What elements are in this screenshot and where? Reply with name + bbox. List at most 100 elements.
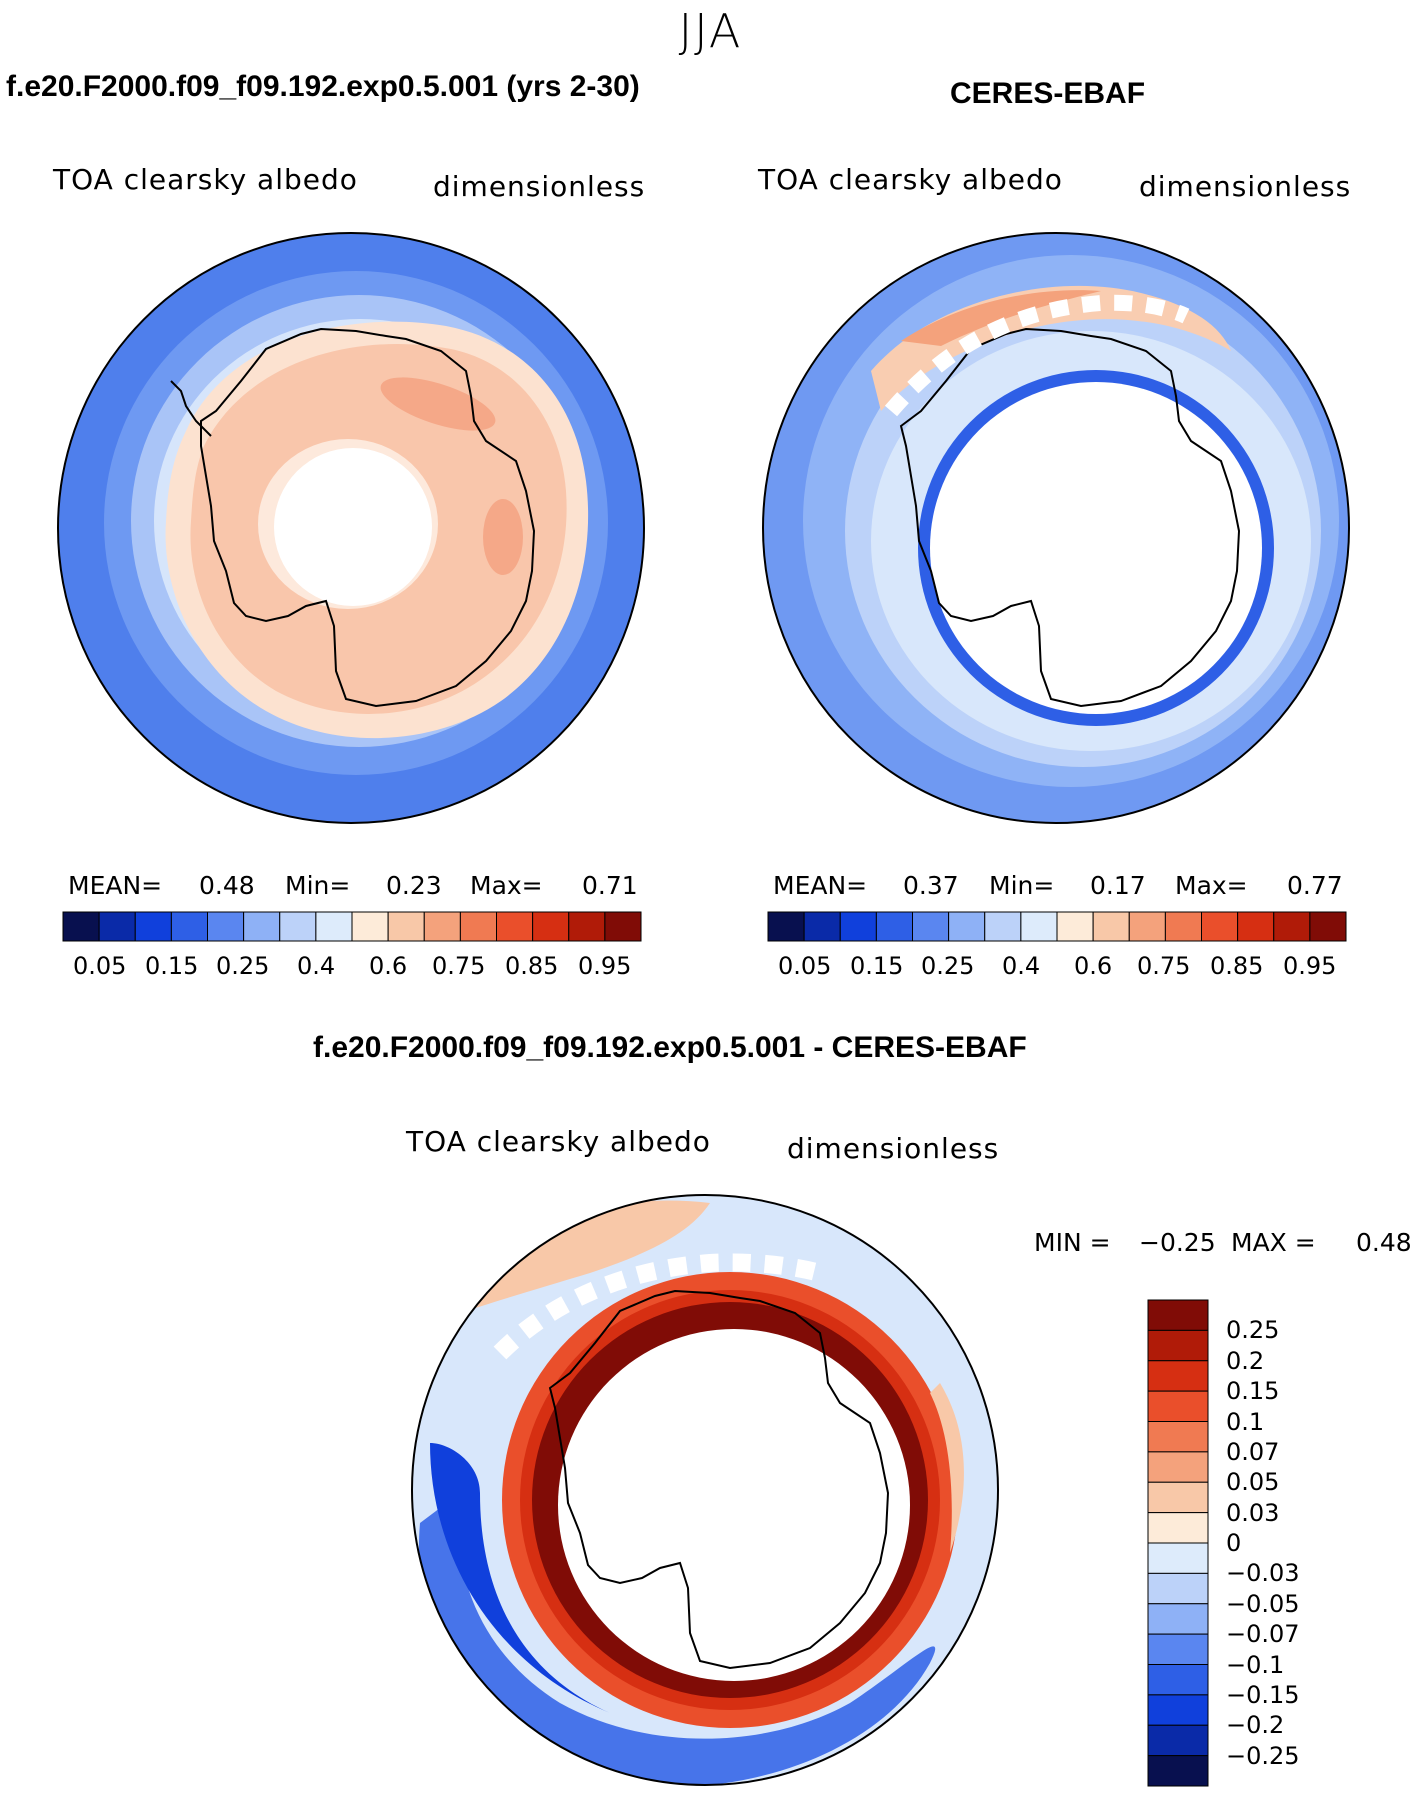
panel-diff-units: dimensionless — [787, 1132, 1000, 1165]
panel-obs-min: 0.17 — [1090, 871, 1146, 900]
peninsula-coast — [170, 380, 212, 437]
panel-model-tick: 0.15 — [145, 952, 199, 980]
panel-model-max: 0.71 — [582, 871, 638, 900]
colorbar-swatch — [1147, 1664, 1209, 1696]
colorbar-swatch — [1147, 1542, 1209, 1574]
colorbar-swatch — [1147, 1329, 1209, 1362]
colorbar-level-label: 0.25 — [1226, 1316, 1280, 1345]
panel-model-tick: 0.05 — [73, 952, 127, 980]
colorbar-level-label: −0.15 — [1226, 1680, 1300, 1709]
coastline — [899, 327, 1241, 708]
colorbar-swatch — [1147, 1299, 1209, 1331]
colorbar-swatch — [1147, 1603, 1209, 1635]
colorbar-level-label: 0.03 — [1226, 1498, 1280, 1527]
panel-model-tick: 0.25 — [216, 952, 270, 980]
panel-obs-max-label: Max= — [1175, 871, 1248, 900]
panel-model-variable: TOA clearsky albedo — [53, 163, 358, 196]
polar-night-mask — [558, 1329, 910, 1681]
panel-obs-tick: 0.15 — [850, 952, 904, 980]
colorbar-swatch — [1147, 1390, 1209, 1423]
colorbar-swatch — [207, 911, 245, 942]
colorbar-level-label: −0.07 — [1226, 1620, 1300, 1649]
colorbar-level-label: 0.2 — [1226, 1346, 1265, 1375]
panel-model-tick: 0.85 — [505, 952, 559, 980]
colorbar-level-label: −0.25 — [1226, 1741, 1300, 1770]
panel-obs-tick: 0.85 — [1210, 952, 1264, 980]
colorbar-swatch — [1092, 911, 1130, 942]
colorbar-swatch — [1147, 1755, 1209, 1787]
high-albedo-patch-2 — [483, 499, 523, 575]
panel-obs-units: dimensionless — [1139, 170, 1352, 203]
colorbar-swatch — [1273, 911, 1311, 942]
panel-obs-tick: 0.75 — [1137, 952, 1191, 980]
panel-obs-tick: 0.95 — [1283, 952, 1337, 980]
panel-model-title: f.e20.F2000.f09_f09.192.exp0.5.001 (yrs … — [6, 70, 640, 103]
colorbar-swatch — [604, 911, 642, 942]
colorbar-swatch — [315, 911, 353, 942]
panel-model-units: dimensionless — [433, 170, 646, 203]
colorbar-swatch — [948, 911, 986, 942]
panel-obs-title: CERES-EBAF — [950, 77, 1146, 110]
colorbar-swatch — [1309, 911, 1347, 942]
panel-diff-variable: TOA clearsky albedo — [406, 1125, 711, 1158]
colorbar-swatch — [875, 911, 914, 942]
colorbar-swatch — [1128, 911, 1166, 942]
panel-model-min-label: Min= — [285, 871, 351, 900]
colorbar-swatch — [1056, 911, 1094, 942]
colorbar-level-label: −0.1 — [1226, 1650, 1285, 1679]
colorbar-swatch — [1164, 911, 1203, 942]
colorbar-swatch — [98, 911, 136, 942]
colorbar-swatch — [279, 911, 317, 942]
colorbar-swatch — [1237, 911, 1275, 942]
panel-model-mean: 0.48 — [199, 871, 255, 900]
diff-polar-map — [411, 1194, 999, 1786]
colorbar-swatch — [170, 911, 209, 942]
model-polar-map — [57, 232, 645, 824]
obs-polar-map — [762, 232, 1350, 824]
colorbar-swatch — [767, 911, 805, 942]
colorbar-swatch — [1147, 1572, 1209, 1605]
colorbar-swatch — [532, 911, 570, 942]
panel-model-tick: 0.75 — [432, 952, 486, 980]
panel-obs-tick: 0.6 — [1074, 952, 1113, 980]
colorbar-swatch — [803, 911, 841, 942]
coastline — [200, 327, 536, 708]
panel-model-colorbar — [62, 911, 642, 942]
colorbar-swatch — [1147, 1421, 1209, 1453]
panel-obs-variable: TOA clearsky albedo — [758, 163, 1063, 196]
panel-diff-min: −0.25 — [1139, 1228, 1216, 1257]
colorbar-swatch — [351, 911, 389, 942]
colorbar-swatch — [568, 911, 606, 942]
panel-model-mean-label: MEAN= — [68, 871, 163, 900]
panel-obs-min-label: Min= — [989, 871, 1055, 900]
colorbar-swatch — [134, 911, 172, 942]
colorbar-swatch — [459, 911, 498, 942]
colorbar-swatch — [62, 911, 100, 942]
colorbar-swatch — [1201, 911, 1239, 942]
season-title: JJA — [678, 4, 743, 58]
colorbar-level-label: −0.05 — [1226, 1589, 1300, 1618]
colorbar-swatch — [1147, 1512, 1209, 1544]
panel-obs-max: 0.77 — [1287, 871, 1343, 900]
panel-obs-mean: 0.37 — [903, 871, 959, 900]
colorbar-swatch — [1147, 1360, 1209, 1392]
colorbar-level-label: 0.15 — [1226, 1377, 1280, 1406]
panel-obs-colorbar — [767, 911, 1347, 942]
colorbar-swatch — [243, 911, 281, 942]
colorbar-swatch — [423, 911, 461, 942]
panel-model-min: 0.23 — [386, 871, 442, 900]
colorbar-swatch — [1147, 1724, 1209, 1757]
colorbar-level-label: 0.05 — [1226, 1468, 1280, 1497]
panel-model-tick: 0.6 — [369, 952, 408, 980]
colorbar-level-label: −0.2 — [1226, 1711, 1285, 1740]
colorbar-level-label: 0 — [1226, 1529, 1242, 1557]
colorbar-level-label: −0.03 — [1226, 1559, 1300, 1588]
panel-obs-tick: 0.05 — [778, 952, 832, 980]
coastline — [548, 1289, 890, 1670]
polar-night-mask — [930, 382, 1262, 714]
colorbar-swatch — [496, 911, 534, 942]
colorbar-swatch — [839, 911, 877, 942]
panel-diff-title: f.e20.F2000.f09_f09.192.exp0.5.001 - CER… — [313, 1031, 1027, 1064]
polar-night-mask — [274, 448, 432, 606]
panel-diff-colorbar — [1147, 1299, 1209, 1787]
